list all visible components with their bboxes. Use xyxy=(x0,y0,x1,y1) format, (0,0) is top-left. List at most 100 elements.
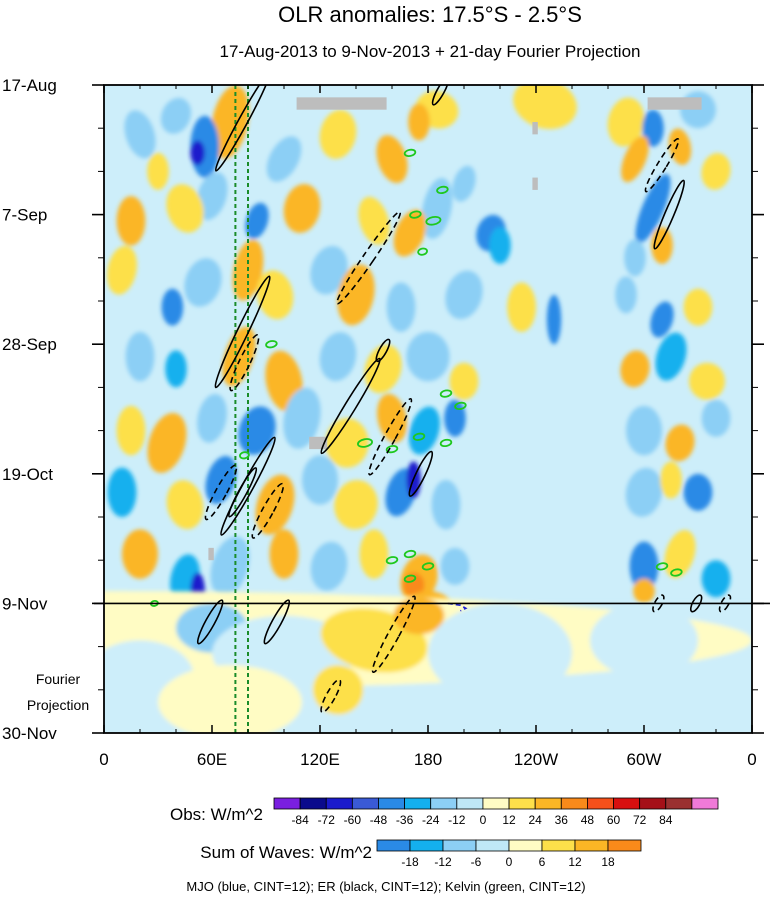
projection-layer xyxy=(104,591,752,733)
x-tick-label: 180 xyxy=(414,750,442,769)
obs-anomaly-patch xyxy=(255,474,295,535)
kelvin-contour xyxy=(425,215,442,226)
er-contour xyxy=(320,357,381,455)
missing-data-layer xyxy=(208,97,702,561)
waves-colorbar-label: Sum of Waves: W/m^2 xyxy=(200,843,372,862)
colorbar-tick-label: -60 xyxy=(344,813,362,827)
obs-anomaly-patch xyxy=(160,97,192,134)
colorbar-swatch xyxy=(691,797,719,810)
kelvin-contour xyxy=(439,438,453,448)
colorbar-swatch xyxy=(639,797,667,810)
er-contour xyxy=(251,482,285,539)
colorbar-swatch xyxy=(404,797,432,810)
obs-anomaly-patch xyxy=(245,202,269,239)
chart-subtitle: 17-Aug-2013 to 9-Nov-2013 + 21-day Fouri… xyxy=(220,42,641,61)
obs-anomaly-patch xyxy=(655,332,687,381)
er-contour xyxy=(718,594,732,613)
colorbar-swatch xyxy=(475,839,510,852)
colorbar-tick-label: -84 xyxy=(291,813,309,827)
obs-anomaly-patch xyxy=(633,578,655,604)
colorbar-swatch xyxy=(508,797,536,810)
colorbar-swatch xyxy=(665,797,693,810)
obs-anomaly-patch xyxy=(266,136,302,182)
x-axis: 0 60E 120E 180 120W 60W 0 xyxy=(99,85,757,769)
obs-anomaly-patch xyxy=(408,406,440,455)
er-contour xyxy=(320,678,342,714)
kelvin-contour xyxy=(239,451,250,460)
obs-anomaly-patch xyxy=(358,196,390,245)
projection-label-line1: Fourier xyxy=(36,671,81,687)
obs-anomaly-patch xyxy=(660,461,682,499)
kelvin-contour xyxy=(403,549,417,559)
colorbar-tick-label: -12 xyxy=(448,813,466,827)
missing-data-rect xyxy=(532,177,538,190)
missing-data-rect xyxy=(296,97,387,110)
obs-colorbar-label: Obs: W/m^2 xyxy=(170,805,263,824)
obs-anomaly-patch xyxy=(621,135,649,183)
colorbar-swatch xyxy=(607,839,642,852)
obs-anomaly-patch xyxy=(402,572,425,598)
kelvin-contour xyxy=(409,210,422,219)
colorbar-swatch xyxy=(430,797,458,810)
colorbar-tick-label: -6 xyxy=(471,855,482,869)
er-contour xyxy=(336,211,402,305)
obs-anomaly-patch xyxy=(337,264,375,326)
obs-anomaly-patch xyxy=(310,541,348,591)
obs-anomaly-patch xyxy=(377,393,407,443)
projection-anomaly-patch xyxy=(428,603,572,703)
obs-anomaly-patch xyxy=(689,362,725,400)
kelvin-contour xyxy=(436,185,449,195)
obs-anomaly-patch xyxy=(166,184,204,233)
colorbar-swatch xyxy=(409,839,444,852)
chart-title: OLR anomalies: 17.5°S - 2.5°S xyxy=(278,2,582,27)
obs-anomaly-patch xyxy=(701,399,731,437)
colorbar-tick-label: 36 xyxy=(555,813,569,827)
obs-anomaly-patch xyxy=(334,480,378,530)
kelvin-contour-layer xyxy=(149,148,683,607)
colorbar-tick-label: 84 xyxy=(659,813,673,827)
obs-anomaly-patch xyxy=(626,405,662,456)
obs-anomaly-patch xyxy=(107,245,137,295)
colorbar-swatch xyxy=(376,839,411,852)
y-tick-label: 19-Oct xyxy=(2,465,53,484)
er-contour xyxy=(653,179,686,250)
colorbar-swatch xyxy=(442,839,477,852)
obs-anomaly-patch xyxy=(147,152,169,190)
x-tick-label: 120W xyxy=(514,750,558,769)
x-tick-label: 0 xyxy=(99,750,108,769)
obs-anomaly-patch xyxy=(310,245,348,295)
colorbar-tick-label: 12 xyxy=(502,813,516,827)
colorbar-swatch xyxy=(574,839,609,852)
obs-anomaly-patch xyxy=(635,174,671,243)
kelvin-contour xyxy=(265,340,278,349)
obs-anomaly-patch xyxy=(196,172,228,221)
obs-anomaly-patch xyxy=(513,85,577,129)
obs-anomaly-patch xyxy=(620,350,650,388)
er-contour xyxy=(228,467,258,518)
obs-anomaly-patch xyxy=(256,270,294,320)
missing-data-rect xyxy=(647,97,702,110)
colorbar-swatch xyxy=(378,797,405,810)
colorbar-swatch xyxy=(299,797,327,810)
obs-anomaly-patch xyxy=(107,467,137,517)
contour-legend: MJO (blue, CINT=12); ER (black, CINT=12)… xyxy=(186,879,585,894)
waves-colorbar: -18 -12 -6 0 6 12 18 xyxy=(376,839,642,869)
er-contour xyxy=(263,599,291,645)
obs-anomaly-patch xyxy=(650,301,674,338)
kelvin-contour xyxy=(403,574,417,583)
obs-anomaly-patch xyxy=(184,258,222,307)
er-contour xyxy=(229,334,260,392)
obs-anomaly-patch xyxy=(440,547,470,585)
obs-anomaly-patch xyxy=(319,332,357,381)
kelvin-contour xyxy=(670,568,683,577)
projection-anomaly-patch xyxy=(158,665,302,733)
colorbar-tick-label: 18 xyxy=(601,855,615,869)
er-contour xyxy=(652,594,665,613)
obs-anomaly-patch xyxy=(190,140,205,166)
y-tick-label: 30-Nov xyxy=(2,724,57,743)
obs-anomaly-patch xyxy=(701,153,731,190)
y-tick-label: 7-Sep xyxy=(2,206,47,225)
colorbar-swatch xyxy=(482,797,510,810)
er-contour xyxy=(368,397,413,476)
